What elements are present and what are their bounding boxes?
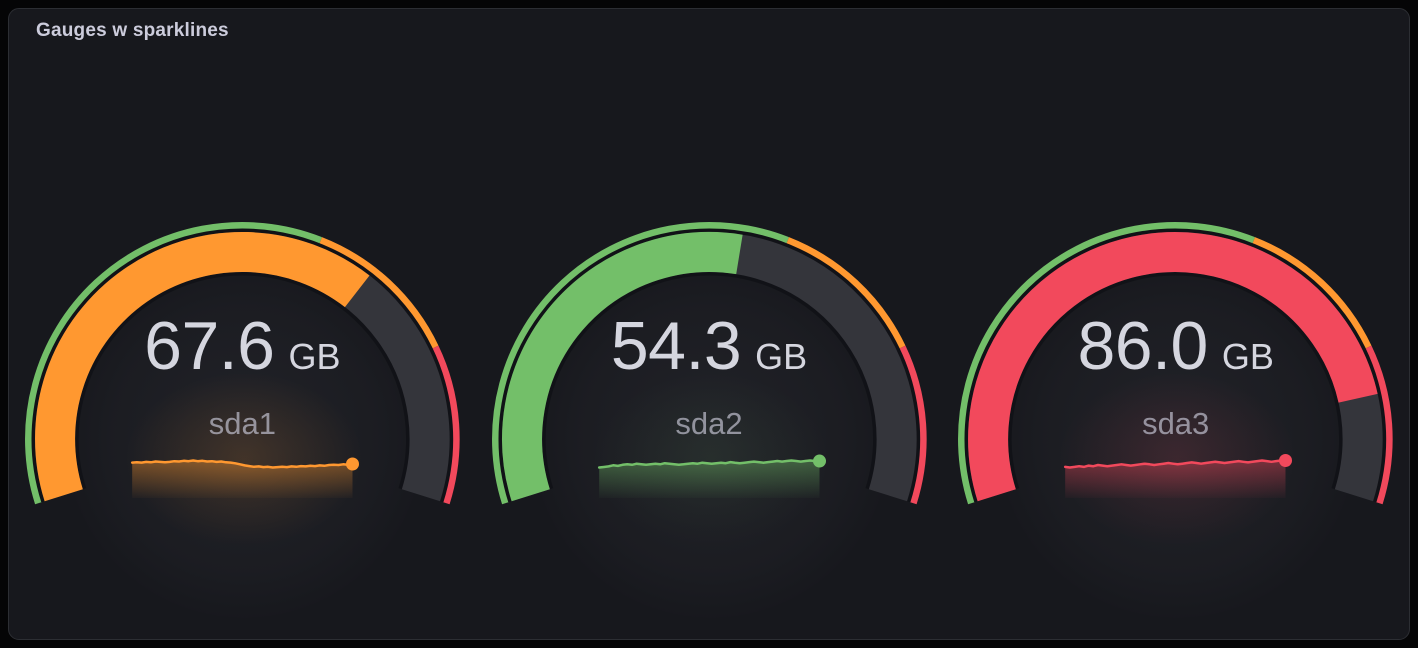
gauge-value-unit: GB [1221,336,1274,377]
gauge-value-number: 54.3 [610,308,742,384]
threshold-band-orange [1252,237,1372,349]
sparkline-end-dot [812,454,826,468]
sparkline-line [1064,459,1288,469]
gauge-value-number: 67.6 [144,308,275,384]
gauge-cell-sda2: 54.3 GB sda2 [455,9,966,639]
panel-header[interactable]: Gauges w sparklines [9,9,1409,53]
gauge-value: 54.3 GB [476,308,943,384]
threshold-band-red [898,345,927,505]
threshold-band-red [1365,345,1393,505]
sparkline-end-dot [345,457,360,471]
gauge-label: sda3 [1142,406,1210,441]
threshold-band-orange [319,237,439,349]
threshold-band-orange [786,237,906,349]
sparkline-end-dot [1279,454,1293,467]
sparkline-area [598,460,820,498]
gauge-value-number: 86.0 [1077,308,1208,384]
gauge-sda2 [491,222,927,505]
threshold-band-red [432,345,460,505]
gauge-cell-sda3: 86.0 GB sda3 [922,9,1409,639]
gauge-value: 67.6 GB [9,308,476,384]
gauge-sda3 [958,222,1393,505]
sparkline-area [1065,460,1286,498]
gauge-label: sda2 [675,406,743,441]
sparkline-line [597,459,821,469]
threshold-band-green [25,222,322,505]
sparkline-area [132,460,353,498]
gauge-value-unit: GB [755,336,808,377]
panel-title: Gauges w sparklines [36,20,229,41]
gauge-value-arc [35,231,370,502]
panel: Gauges w sparklines 67.6 GB sda1 54.3 [8,8,1410,640]
gauge-value-arc [501,232,743,502]
sparkline-line [130,459,354,469]
threshold-band-green [958,222,1256,505]
gauge-label: sda1 [208,406,276,441]
gauge-value: 86.0 GB [942,308,1409,384]
threshold-band-green [491,222,789,505]
gauge-value-arc [968,232,1378,502]
gauge-row: 67.6 GB sda1 54.3 GB sda2 [9,9,1409,639]
gauge-value-unit: GB [288,336,341,377]
gauge-sda1 [25,222,460,505]
gauge-cell-sda1: 67.6 GB sda1 [9,9,499,639]
